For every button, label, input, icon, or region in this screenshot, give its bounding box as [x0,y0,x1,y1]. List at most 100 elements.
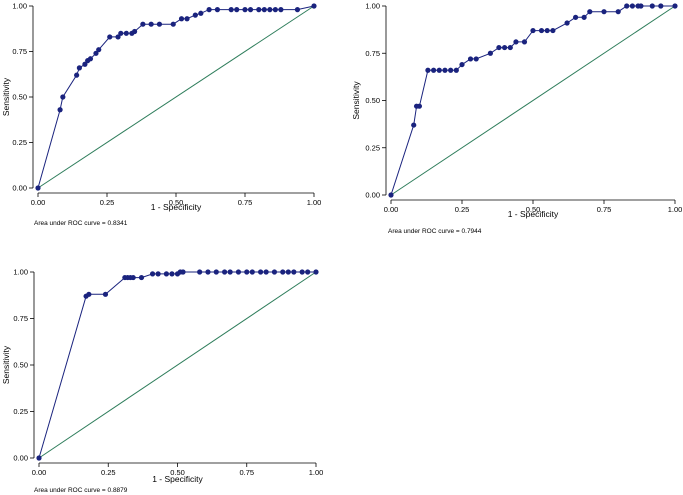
roc-point [538,27,545,34]
roc-point [313,269,319,275]
roc-point [227,269,233,275]
y-tick-label: 1.00 [365,2,380,11]
roc-panel-2: 0.00 0.25 0.50 0.75 1.00 0.00 0.25 0.50 0.75 1.00… [351,2,682,235]
y-tick-label: 0.25 [12,138,27,147]
roc-point [118,30,124,36]
roc-point [76,65,82,71]
x-tick-label: 0.50 [170,468,185,477]
reference-diagonal-line [390,5,676,196]
reference-diagonal-line [38,271,317,459]
y-tick-label: 0.00 [12,184,27,193]
roc-point [278,7,284,13]
roc-point [473,56,479,62]
roc-point [502,44,508,51]
y-tick-label: 1.00 [13,268,28,277]
roc-panel-3: 0.00 0.25 0.50 0.75 1.00 0.00 0.25 0.50 0.75 1.00… [1,268,323,494]
roc-point [280,269,286,275]
roc-point [214,7,220,13]
roc-point [235,269,242,275]
y-axis-title: Sensitivity [1,77,11,116]
roc-point [138,274,145,281]
roc-point [169,271,175,277]
roc-point [149,271,156,277]
roc-point [213,269,219,275]
y-tick-label: 0.75 [13,314,28,323]
y-tick-label: 0.00 [13,454,28,463]
roc-point [550,27,556,34]
roc-point [601,9,607,15]
roc-point [115,34,121,40]
roc-point [507,44,513,51]
roc-point [60,94,66,100]
roc-point [205,269,211,275]
roc-point [587,9,593,15]
y-tick-label: 0.25 [365,143,380,152]
y-tick-label: 0.25 [13,407,28,416]
roc-point [132,28,138,35]
roc-point [247,7,254,13]
auc-annotation: Area under ROC curve = 0.7944 [388,228,482,235]
y-tick-label: 0.00 [365,191,380,200]
roc-point [184,16,190,22]
x-axis-title: 1 - Specificity [152,474,203,484]
roc-point [272,7,278,13]
roc-point [624,3,630,9]
roc-point [573,14,579,20]
roc-point [629,3,636,9]
x-tick-label: 0.75 [239,468,254,477]
roc-point [581,14,587,20]
roc-point [263,269,269,275]
x-tick-label: 0.00 [32,468,47,477]
roc-point [221,269,228,275]
roc-point [87,56,94,62]
roc-point [564,20,570,26]
x-axis-title: 1 - Specificity [151,202,202,212]
roc-point [672,3,678,9]
roc-point [82,61,88,67]
roc-point [198,10,204,16]
roc-point [291,269,297,275]
roc-point [416,103,422,109]
roc-point [453,67,459,73]
roc-point [249,269,255,275]
roc-point [459,61,465,68]
roc-point [35,185,41,191]
roc-point [242,7,248,13]
x-tick-label: 0.50 [169,198,184,207]
roc-point [467,56,474,62]
roc-point [496,44,502,51]
roc-point [234,7,240,13]
roc-point [206,7,212,13]
roc-point [192,12,198,18]
y-axis-title: Sensitivity [351,81,361,120]
roc-point [267,7,273,13]
roc-point [425,67,431,73]
x-tick-label: 0.25 [101,468,116,477]
roc-point [431,67,437,73]
auc-annotation: Area under ROC curve = 0.8879 [34,487,128,494]
roc-point [261,7,267,13]
roc-point [544,27,550,34]
roc-point [74,72,80,78]
roc-point [658,3,664,9]
x-tick-label: 0.00 [384,205,399,214]
roc-point [197,269,203,275]
roc-point [513,39,519,45]
roc-point [163,271,170,277]
x-tick-label: 0.25 [455,205,470,214]
roc-point [86,291,92,297]
roc-point [178,16,185,22]
roc-point [155,271,161,277]
x-tick-label: 0.50 [526,205,541,214]
roc-point [521,39,528,45]
x-tick-label: 1.00 [668,205,683,214]
x-tick-label: 0.25 [100,198,115,207]
y-tick-label: 0.50 [365,96,380,105]
roc-point [294,7,301,13]
roc-point [388,192,394,198]
x-tick-label: 0.00 [31,198,46,207]
roc-point [93,50,99,56]
y-tick-label: 0.75 [365,49,380,58]
roc-point [180,269,186,275]
